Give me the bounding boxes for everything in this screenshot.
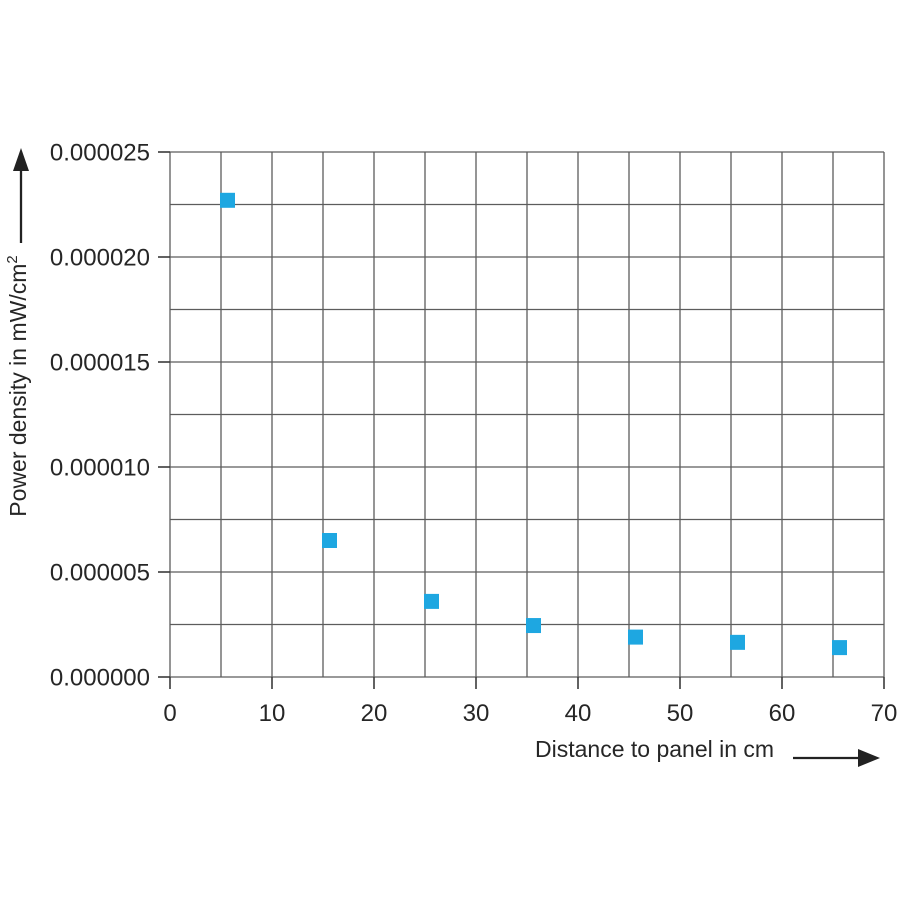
svg-text:0.000005: 0.000005 [50,560,150,587]
svg-text:20: 20 [361,700,388,727]
svg-text:0.000010: 0.000010 [50,455,150,482]
svg-text:10: 10 [259,700,286,727]
svg-text:0: 0 [163,700,176,727]
svg-text:0.000000: 0.000000 [50,665,150,692]
svg-text:40: 40 [565,700,592,727]
svg-text:50: 50 [667,700,694,727]
svg-text:30: 30 [463,700,490,727]
svg-text:0.000025: 0.000025 [50,140,150,167]
svg-text:70: 70 [871,700,898,727]
svg-text:0.000020: 0.000020 [50,245,150,272]
svg-text:60: 60 [769,700,796,727]
svg-text:0.000015: 0.000015 [50,350,150,377]
